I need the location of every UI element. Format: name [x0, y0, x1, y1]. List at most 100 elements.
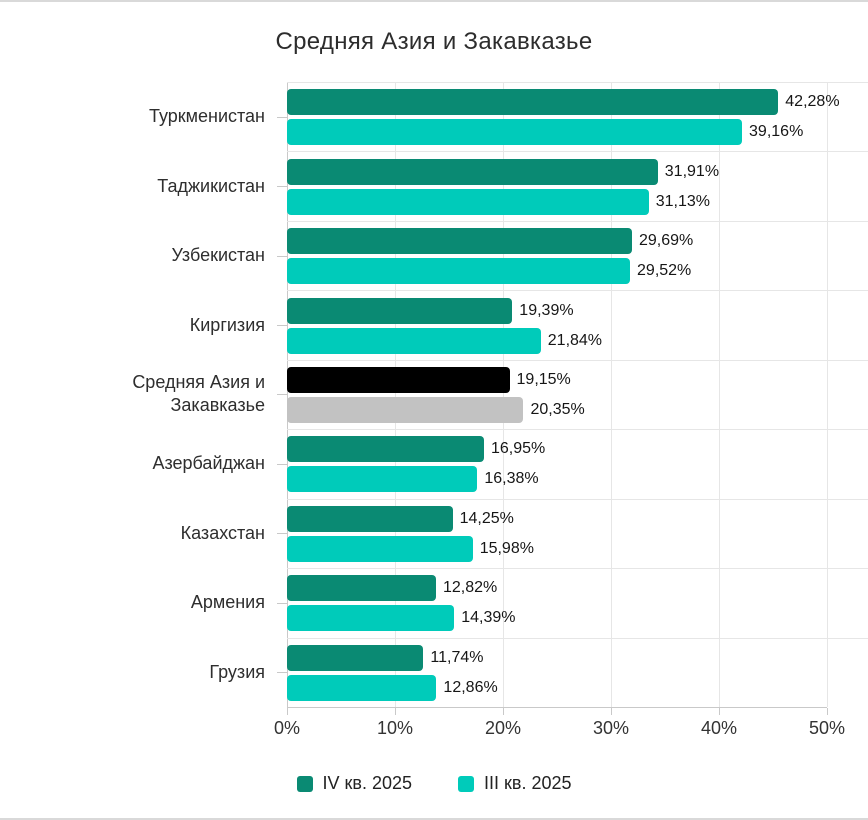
grid-layer [287, 82, 828, 707]
category-row: Казахстан 14,25% 15,98% [0, 498, 868, 568]
bar-value-label: 15,98% [479, 539, 534, 557]
category-tick-mark [277, 255, 287, 257]
bar-iv-kv-2025[interactable]: 29,69% [287, 228, 693, 255]
bar-group: 19,15% 20,35% [287, 359, 868, 429]
bar-value-label: 14,39% [461, 609, 516, 627]
bar-iii-kv-2025[interactable]: 16,38% [287, 466, 539, 493]
bar-value-label: 31,91% [664, 162, 720, 180]
bar-value-label: 19,39% [519, 301, 574, 319]
category-label-text: Казахстан [180, 522, 265, 543]
gridline-vertical [395, 82, 396, 707]
bar-value-label: 29,69% [638, 232, 694, 250]
legend-label: III кв. 2025 [484, 773, 572, 793]
category-row: Узбекистан 29,69% 29,52% [0, 220, 868, 290]
category-tick-mark [277, 394, 287, 396]
category-label: Казахстан [0, 499, 277, 568]
gridline-vertical [503, 82, 504, 707]
chart-title: Средняя Азия и Закавказье [275, 28, 593, 55]
bar-iv-kv-2025[interactable]: 14,25% [287, 505, 514, 532]
bar-iv-kv-2025[interactable]: 11,74% [287, 644, 483, 671]
bar-value-label: 11,74% [430, 648, 484, 666]
bar-iv-kv-2025[interactable]: 31,91% [287, 158, 719, 185]
plot-area: Туркменистан 42,28% 39,16% Таджикистан 31,91… [0, 82, 868, 707]
bar-value-label: 31,13% [655, 192, 710, 210]
category-tick-mark [277, 672, 287, 674]
legend-item-iii-kv-2025[interactable]: III кв. 2025 [458, 773, 572, 794]
y-axis-line [287, 82, 288, 707]
bar-iv-kv-2025[interactable]: 19,39% [287, 297, 574, 324]
bar-value-label: 14,25% [459, 509, 514, 527]
category-label: Киргизия [0, 290, 277, 359]
x-axis-tick [287, 708, 288, 715]
bar-iii-kv-2025[interactable]: 20,35% [287, 396, 585, 423]
gridline-vertical [719, 82, 720, 707]
bar-value-label: 12,86% [443, 678, 498, 696]
bar-iii-kv-2025[interactable]: 31,13% [287, 188, 710, 215]
bar-group: 11,74% 12,86% [287, 637, 868, 707]
x-axis-tick [827, 708, 828, 715]
category-row: Киргизия 19,39% 21,84% [0, 290, 868, 359]
bar-iv-kv-2025[interactable]: 16,95% [287, 436, 545, 463]
category-label: Грузия [0, 638, 277, 707]
legend-item-iv-kv-2025[interactable]: IV кв. 2025 [296, 773, 412, 794]
x-axis-tick [395, 708, 396, 715]
bar-iii-kv-2025[interactable]: 15,98% [287, 535, 534, 562]
category-label-text: Армения [190, 592, 265, 613]
legend: IV кв. 2025 III кв. 2025 [0, 748, 868, 818]
gridline-vertical [827, 82, 828, 707]
x-axis: 0% 10% 20% 30% 40% 50% [274, 707, 845, 748]
bar-iii-kv-2025[interactable]: 21,84% [287, 327, 602, 354]
bar-value-label: 42,28% [785, 93, 840, 111]
category-label-text: Узбекистан [171, 245, 265, 266]
gridline-vertical [611, 82, 612, 707]
category-tick-mark [277, 463, 287, 465]
category-row: Таджикистан 31,91% 31,13% [0, 151, 868, 220]
category-tick-mark [277, 533, 287, 535]
category-label-text: Азербайджан [152, 453, 265, 474]
category-tick-mark [277, 116, 287, 118]
bar-iv-kv-2025[interactable]: 12,82% [287, 575, 497, 602]
bar-group: 29,69% 29,52% [287, 220, 868, 290]
bar-iv-kv-2025[interactable]: 42,28% [287, 89, 840, 116]
bar-value-label: 29,52% [637, 262, 692, 280]
legend-swatch [458, 775, 474, 792]
bar-value-label: 16,38% [484, 470, 539, 488]
x-axis-label: 30% [592, 718, 630, 738]
bar-iii-kv-2025[interactable]: 12,86% [287, 674, 498, 701]
category-label-text: Средняя Азия и Закавказье [132, 372, 265, 416]
bar-value-label: 21,84% [547, 331, 603, 349]
category-tick-mark [277, 325, 287, 327]
bar-group: 42,28% 39,16% [287, 82, 868, 151]
x-axis-tick [611, 708, 612, 715]
category-label: Азербайджан [0, 429, 277, 498]
x-axis-label: 0% [273, 718, 301, 738]
category-row: Азербайджан 16,95% 16,38% [0, 429, 868, 498]
bar-iv-kv-2025[interactable]: 19,15% [287, 366, 571, 393]
category-label: Средняя Азия и Закавказье [0, 360, 277, 429]
bar-iii-kv-2025[interactable]: 29,52% [287, 258, 691, 285]
bar-iii-kv-2025[interactable]: 39,16% [287, 119, 803, 146]
category-row: Средняя Азия и Закавказье 19,15% 20,35% [0, 359, 868, 429]
bar-iii-kv-2025[interactable]: 14,39% [287, 605, 515, 632]
category-row: Армения 12,82% 14,39% [0, 568, 868, 637]
bar-value-label: 19,15% [516, 370, 571, 388]
bar-group: 14,25% 15,98% [287, 498, 868, 568]
bar-group: 16,95% 16,38% [287, 429, 868, 498]
category-label: Таджикистан [0, 151, 277, 220]
legend-swatch [296, 775, 313, 792]
x-axis-label: 40% [700, 718, 738, 738]
category-label-text: Киргизия [189, 314, 265, 335]
bar-value-label: 16,95% [490, 440, 546, 458]
bar-rows: Туркменистан 42,28% 39,16% Таджикистан 31,91… [0, 82, 868, 707]
category-label: Узбекистан [0, 221, 277, 290]
category-tick-mark [277, 186, 287, 188]
x-axis-tick [503, 708, 504, 715]
x-axis-label: 10% [376, 718, 414, 738]
bar-value-label: 12,82% [442, 579, 498, 597]
bar-group: 19,39% 21,84% [287, 290, 868, 359]
category-row: Грузия 11,74% 12,86% [0, 637, 868, 707]
x-axis-tick [719, 708, 720, 715]
category-label-text: Таджикистан [157, 175, 265, 196]
category-label: Армения [0, 568, 277, 637]
